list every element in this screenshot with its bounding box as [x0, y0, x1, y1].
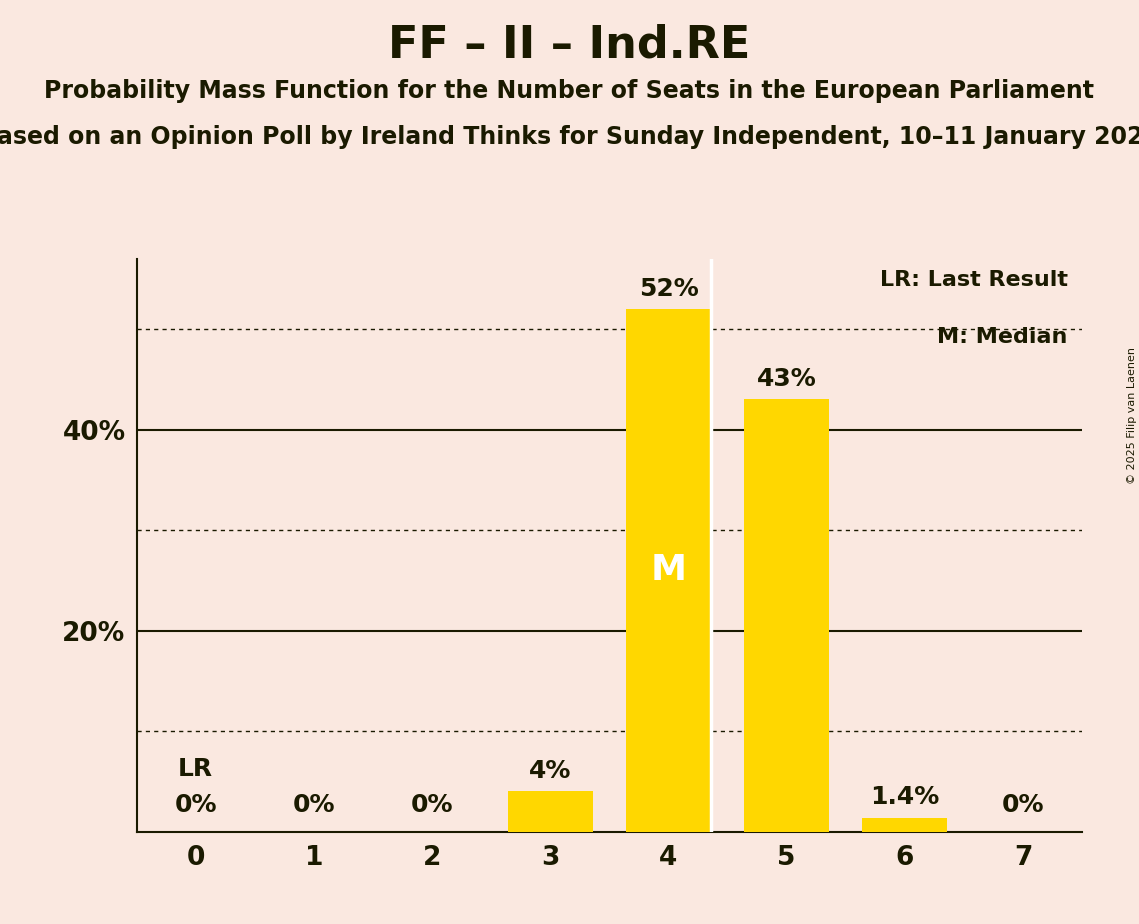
Bar — [626, 309, 711, 832]
Text: Probability Mass Function for the Number of Seats in the European Parliament: Probability Mass Function for the Number… — [44, 79, 1095, 103]
Text: Based on an Opinion Poll by Ireland Thinks for Sunday Independent, 10–11 January: Based on an Opinion Poll by Ireland Thin… — [0, 125, 1139, 149]
Text: 0%: 0% — [293, 793, 335, 817]
Bar — [862, 818, 948, 832]
Text: 52%: 52% — [639, 277, 698, 301]
Text: 0%: 0% — [174, 793, 218, 817]
Text: M: Median: M: Median — [937, 327, 1068, 347]
Text: 0%: 0% — [1001, 793, 1044, 817]
Text: 4%: 4% — [530, 760, 572, 784]
Bar — [508, 791, 592, 832]
Bar — [744, 399, 829, 832]
Text: M: M — [650, 553, 687, 588]
Text: 0%: 0% — [411, 793, 453, 817]
Text: FF – II – Ind.RE: FF – II – Ind.RE — [388, 23, 751, 67]
Text: LR: LR — [178, 758, 213, 782]
Text: 43%: 43% — [756, 368, 817, 392]
Text: © 2025 Filip van Laenen: © 2025 Filip van Laenen — [1126, 347, 1137, 484]
Text: LR: Last Result: LR: Last Result — [879, 270, 1068, 290]
Text: 1.4%: 1.4% — [870, 785, 940, 809]
